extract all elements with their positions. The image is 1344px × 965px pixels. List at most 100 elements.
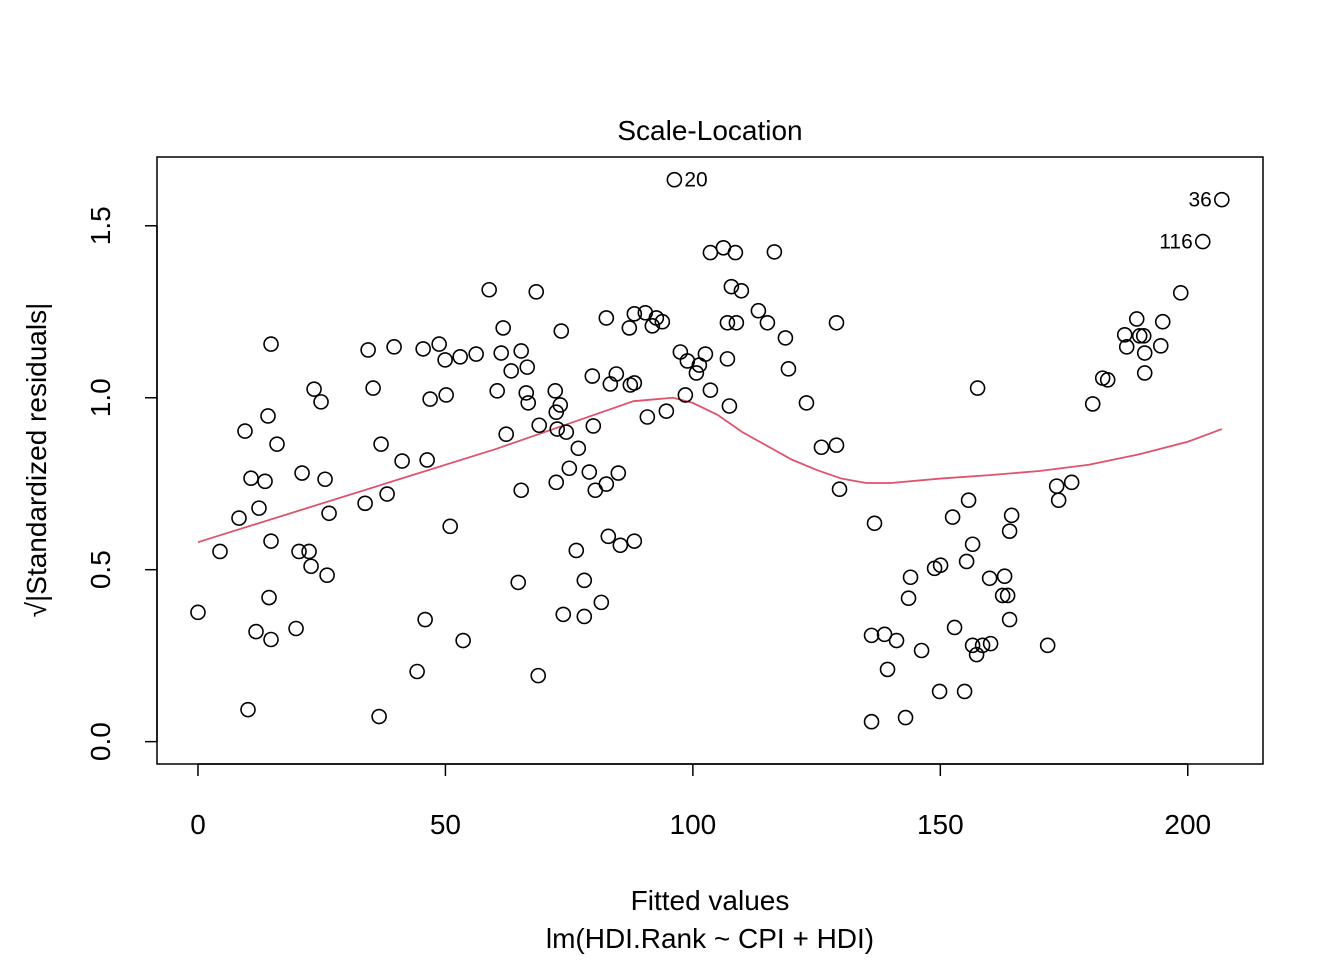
data-point	[558, 424, 575, 440]
data-point	[240, 701, 256, 718]
data-point	[974, 637, 991, 654]
data-point	[468, 346, 484, 362]
data-point	[777, 330, 794, 346]
data-point	[913, 642, 930, 659]
data-point	[964, 536, 981, 553]
data-point	[510, 574, 527, 591]
point-label: 36	[1188, 189, 1211, 212]
data-point	[1131, 328, 1148, 344]
data-point	[644, 318, 661, 334]
data-point	[1039, 637, 1056, 654]
data-point	[600, 528, 617, 545]
data-point	[243, 470, 259, 487]
data-point	[879, 661, 896, 678]
data-point	[598, 476, 615, 492]
data-point	[876, 626, 893, 643]
data-point	[365, 380, 381, 396]
data-point	[931, 683, 948, 700]
data-point	[379, 486, 395, 502]
y-axis: 0.0 0.5 1.0 1.5	[85, 206, 158, 761]
data-point	[1136, 345, 1153, 361]
data-point	[654, 313, 671, 330]
data-point	[553, 323, 570, 339]
data-point	[455, 632, 471, 649]
data-point	[257, 473, 273, 490]
data-point	[568, 542, 585, 559]
data-point	[251, 500, 267, 516]
data-point	[866, 515, 883, 532]
data-point	[301, 543, 317, 560]
data-point	[798, 395, 815, 411]
data-point	[520, 395, 537, 411]
data-point	[658, 403, 675, 419]
data-point	[602, 376, 619, 392]
x-tick-label: 200	[1164, 809, 1211, 840]
data-point	[598, 310, 615, 326]
data-point	[982, 635, 999, 652]
data-point	[697, 346, 714, 362]
data-point	[702, 382, 719, 398]
data-point	[828, 314, 845, 331]
data-point	[1003, 507, 1020, 524]
data-point	[248, 623, 264, 640]
data-point	[999, 587, 1016, 604]
data-point	[672, 344, 689, 360]
x-axis-label: Fitted values	[631, 885, 790, 916]
data-point	[956, 683, 973, 700]
x-axis: 0 50 100 150 200	[190, 763, 1211, 840]
data-point	[750, 302, 767, 319]
data-point	[549, 421, 566, 437]
data-point	[438, 387, 454, 403]
data-point	[610, 465, 627, 481]
data-point	[897, 709, 914, 726]
chart-subtitle: lm(HDI.Rank ~ CPI + HDI)	[546, 923, 874, 954]
data-point	[828, 437, 845, 453]
data-point	[932, 557, 949, 574]
x-tick-label: 0	[190, 809, 206, 840]
data-point	[269, 436, 285, 452]
x-tick-label: 150	[917, 809, 964, 840]
data-point	[313, 394, 329, 410]
points-layer	[190, 171, 1230, 730]
data-point	[702, 244, 719, 261]
data-point	[639, 409, 656, 425]
data-point	[531, 417, 548, 434]
data-point	[386, 339, 402, 355]
x-tick-label: 50	[430, 809, 461, 840]
data-point	[303, 558, 319, 575]
data-point	[417, 611, 433, 628]
data-point	[394, 453, 410, 469]
data-point	[813, 439, 830, 456]
data-point	[212, 543, 228, 560]
data-point	[584, 368, 601, 384]
data-point	[1084, 396, 1101, 412]
data-point	[291, 543, 307, 560]
data-point	[498, 426, 515, 442]
data-point	[319, 567, 335, 583]
y-tick-label: 1.5	[85, 206, 116, 245]
data-point	[263, 631, 279, 648]
y-tick-label: 0.5	[85, 550, 116, 589]
data-point	[576, 572, 593, 589]
data-point	[721, 398, 738, 414]
data-point	[357, 495, 373, 512]
plot-frame	[156, 156, 1264, 765]
smoother-line	[197, 396, 1223, 544]
data-point	[728, 314, 745, 331]
data-point	[1116, 327, 1133, 343]
data-point	[576, 608, 593, 625]
data-point	[570, 440, 587, 457]
data-point	[513, 482, 529, 499]
data-point	[964, 637, 981, 654]
data-point	[608, 366, 625, 382]
data-point	[626, 375, 643, 391]
data-point	[1001, 523, 1018, 539]
data-point	[1154, 313, 1171, 330]
data-point	[263, 533, 279, 549]
data-point	[688, 365, 705, 381]
data-point	[263, 336, 279, 352]
data-point	[960, 492, 977, 509]
data-point	[231, 510, 247, 526]
data-point	[723, 278, 740, 295]
